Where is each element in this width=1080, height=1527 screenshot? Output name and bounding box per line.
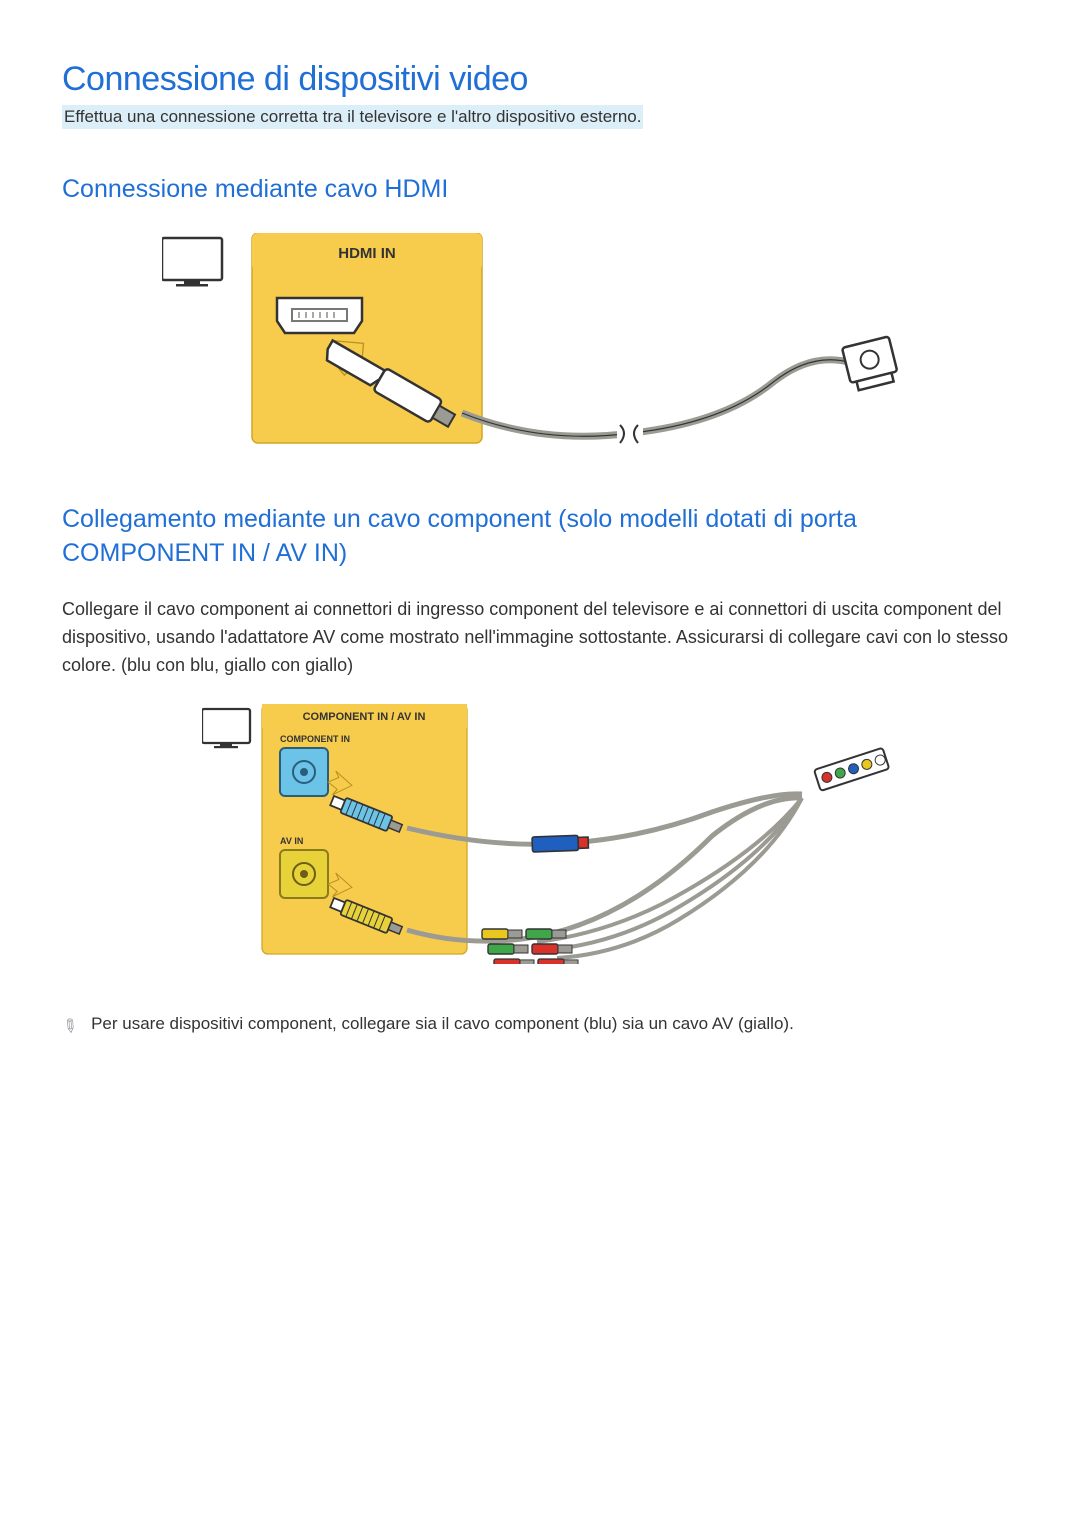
hdmi-diagram: HDMI IN bbox=[62, 233, 1018, 453]
section1-heading: Connessione mediante cavo HDMI bbox=[62, 173, 1018, 207]
component-panel-label: COMPONENT IN / AV IN bbox=[303, 711, 426, 723]
component-in-label: COMPONENT IN bbox=[280, 734, 350, 744]
section2-body: Collegare il cavo component ai connettor… bbox=[62, 596, 1018, 680]
component-diagram: COMPONENT IN / AV IN COMPONENT IN AV IN bbox=[62, 704, 1018, 964]
note-text: Per usare dispositivi component, collega… bbox=[91, 1014, 794, 1034]
hdmi-panel-label: HDMI IN bbox=[338, 245, 396, 262]
page-title: Connessione di dispositivi video bbox=[62, 60, 1018, 99]
note-row: ✎ Per usare dispositivi component, colle… bbox=[62, 1014, 1018, 1037]
av-in-label: AV IN bbox=[280, 836, 303, 846]
section2-heading: Collegamento mediante un cavo component … bbox=[62, 503, 1018, 571]
page-subtitle: Effettua una connessione corretta tra il… bbox=[62, 105, 643, 129]
pencil-icon: ✎ bbox=[57, 1014, 82, 1040]
